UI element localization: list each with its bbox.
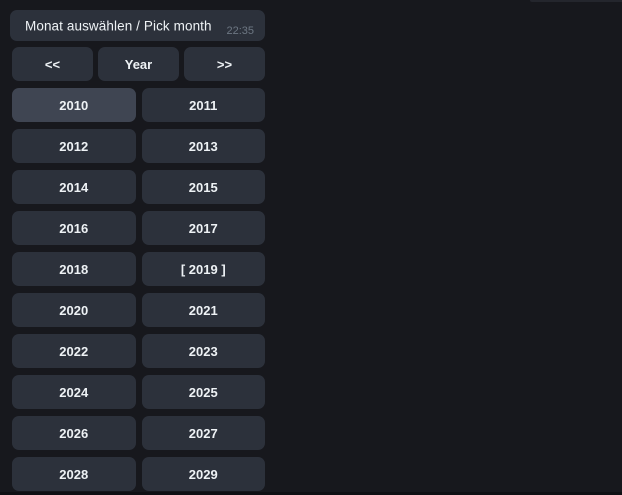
year-button-2024[interactable]: 2024: [12, 375, 136, 409]
year-button-2020[interactable]: 2020: [12, 293, 136, 327]
year-button-2019[interactable]: [ 2019 ]: [141, 252, 265, 286]
year-button-2018[interactable]: 2018: [12, 252, 136, 286]
year-button-2022[interactable]: 2022: [12, 334, 136, 368]
previous-message-edge: [530, 0, 622, 2]
bottom-edge: [0, 492, 622, 495]
year-button-2015[interactable]: 2015: [141, 170, 265, 204]
year-button-2025[interactable]: 2025: [141, 375, 265, 409]
year-button-2012[interactable]: 2012: [12, 129, 136, 163]
year-button-2026[interactable]: 2026: [12, 416, 136, 450]
year-button-2027[interactable]: 2027: [141, 416, 265, 450]
message-text: Monat auswählen / Pick month: [25, 18, 212, 33]
year-pager-row: << Year >>: [12, 47, 265, 81]
year-grid: 2010 2011 2012 2013 2014 2015 2016 2017 …: [12, 88, 265, 491]
year-button-2021[interactable]: 2021: [141, 293, 265, 327]
prev-years-button[interactable]: <<: [12, 47, 93, 81]
year-button-2010[interactable]: 2010: [12, 88, 136, 122]
year-header-button[interactable]: Year: [98, 47, 179, 81]
year-button-2023[interactable]: 2023: [141, 334, 265, 368]
year-button-2017[interactable]: 2017: [141, 211, 265, 245]
message-bubble: Monat auswählen / Pick month 22:35: [10, 10, 265, 41]
message-timestamp: 22:35: [226, 25, 254, 37]
year-button-2016[interactable]: 2016: [12, 211, 136, 245]
year-button-2011[interactable]: 2011: [141, 88, 265, 122]
year-button-2014[interactable]: 2014: [12, 170, 136, 204]
year-button-2013[interactable]: 2013: [141, 129, 265, 163]
year-button-2029[interactable]: 2029: [141, 457, 265, 491]
year-button-2028[interactable]: 2028: [12, 457, 136, 491]
next-years-button[interactable]: >>: [184, 47, 265, 81]
